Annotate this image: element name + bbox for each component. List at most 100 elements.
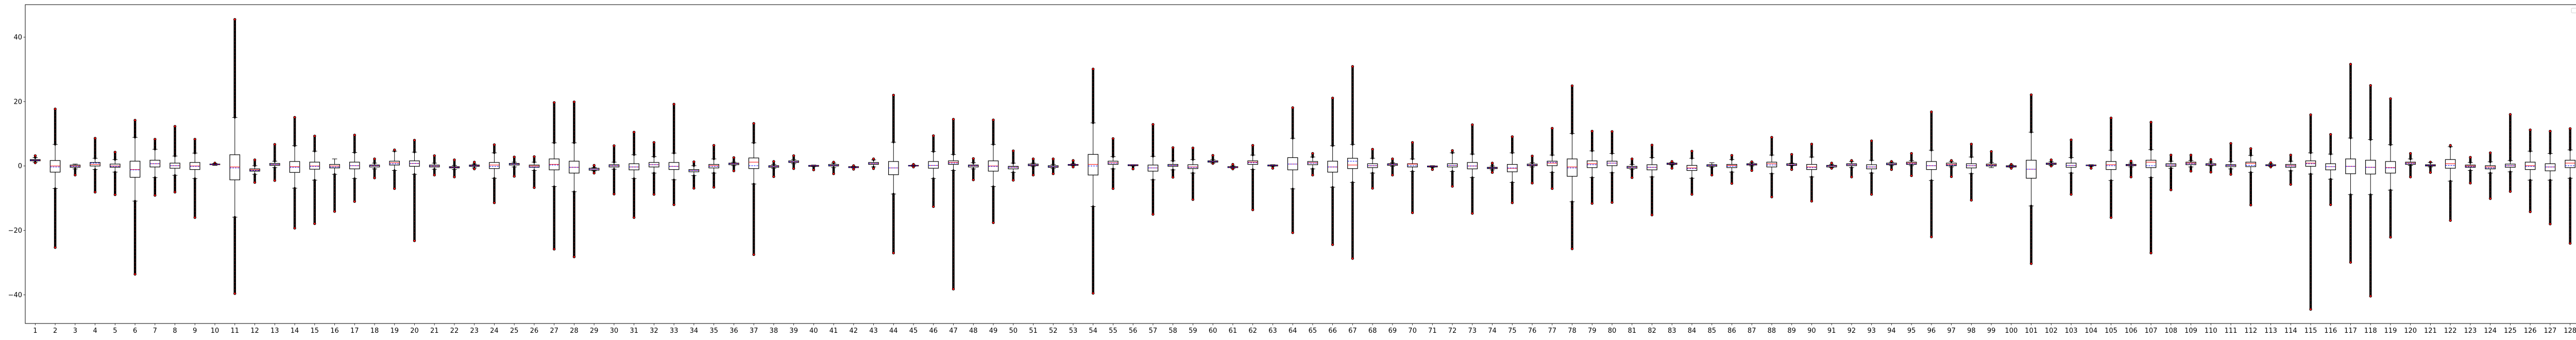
- box-group-50: [1008, 149, 1019, 182]
- min-outlier-point: [2429, 171, 2432, 174]
- min-outlier-point: [1810, 200, 1814, 203]
- min-outlier-point: [1431, 168, 1434, 171]
- max-outlier-point: [792, 154, 795, 157]
- max-outlier-point: [393, 148, 396, 152]
- max-outlier-point: [2549, 129, 2552, 133]
- min-outlier-point: [2289, 183, 2292, 186]
- box: [2545, 163, 2556, 171]
- box-group-115: [2305, 113, 2316, 311]
- max-outlier-point: [632, 131, 636, 134]
- box-group-123: [2465, 156, 2476, 185]
- max-outlier-point: [1551, 127, 1554, 130]
- x-tick-label: 14: [291, 327, 299, 335]
- x-tick-label: 91: [1827, 327, 1836, 335]
- box-group-7: [149, 138, 161, 197]
- x-tick-label: 88: [1768, 327, 1776, 335]
- x-tick-label: 84: [1688, 327, 1697, 335]
- y-tick-label: 40: [13, 34, 22, 42]
- x-tick-label: 72: [1448, 327, 1457, 335]
- min-outlier-point: [613, 192, 616, 196]
- plot-frame: [25, 4, 2576, 324]
- box-group-116: [2325, 133, 2336, 206]
- box-group-32: [649, 141, 659, 196]
- x-tick-label: 52: [1049, 327, 1058, 335]
- min-outlier-point: [293, 226, 296, 230]
- box-group-121: [2425, 160, 2436, 174]
- max-outlier-point: [154, 138, 157, 141]
- box-group-52: [1047, 157, 1059, 175]
- min-outlier-point: [1650, 213, 1654, 217]
- max-outlier-point: [1111, 137, 1115, 140]
- max-outlier-point: [592, 164, 596, 167]
- max-outlier-point: [413, 139, 416, 142]
- min-outlier-point: [1391, 173, 1394, 176]
- min-outlier-point: [592, 171, 596, 175]
- box: [2485, 165, 2496, 169]
- box-group-117: [2345, 62, 2356, 264]
- max-outlier-point: [1471, 123, 1474, 126]
- box: [1606, 160, 1618, 166]
- max-outlier-point: [2449, 144, 2452, 147]
- x-tick-label: 37: [750, 327, 758, 335]
- min-outlier-point: [552, 248, 556, 251]
- max-outlier-point: [33, 154, 37, 157]
- x-tick-label: 1: [33, 327, 37, 335]
- box-group-39: [788, 154, 799, 170]
- max-outlier-point: [133, 119, 137, 122]
- box-group-30: [608, 144, 620, 196]
- max-outlier-point: [1231, 163, 1234, 166]
- max-outlier-point: [1211, 154, 1214, 157]
- box-group-18: [369, 157, 380, 180]
- x-tick-label: 53: [1069, 327, 1078, 335]
- box-group-120: [2405, 152, 2416, 179]
- box-group-9: [190, 138, 200, 219]
- max-outlier-point: [353, 134, 356, 137]
- min-outlier-point: [2229, 173, 2232, 176]
- min-outlier-point: [1910, 174, 1913, 177]
- max-outlier-point: [652, 141, 656, 144]
- min-outlier-point: [433, 173, 436, 176]
- max-outlier-point: [1730, 154, 1734, 157]
- max-outlier-point: [1351, 65, 1354, 68]
- min-outlier-point: [2329, 203, 2332, 206]
- x-tick-label: 66: [1328, 327, 1337, 335]
- box: [1088, 154, 1098, 175]
- max-outlier-point: [453, 158, 456, 161]
- box: [1726, 164, 1737, 168]
- max-outlier-point: [433, 154, 436, 157]
- x-tick-label: 104: [2084, 327, 2097, 335]
- box-group-106: [2126, 159, 2137, 179]
- x-tick-label: 127: [2544, 327, 2556, 335]
- max-outlier-point: [472, 160, 476, 164]
- max-outlier-point: [1251, 144, 1255, 147]
- min-outlier-point: [1770, 195, 1773, 199]
- box-group-64: [1287, 106, 1298, 234]
- box-group-55: [1108, 137, 1118, 190]
- box-group-57: [1147, 123, 1159, 216]
- min-outlier-point: [1451, 185, 1454, 188]
- x-tick-label: 69: [1388, 327, 1397, 335]
- x-tick-label: 29: [590, 327, 599, 335]
- min-outlier-point: [1850, 175, 1853, 179]
- max-outlier-point: [1870, 139, 1873, 142]
- x-tick-label: 117: [2344, 327, 2357, 335]
- box-group-53: [1067, 159, 1079, 169]
- min-outlier-point: [413, 239, 416, 242]
- x-tick-label: 73: [1468, 327, 1477, 335]
- x-tick-label: 63: [1268, 327, 1277, 335]
- max-outlier-point: [1930, 110, 1933, 114]
- x-tick-label: 62: [1248, 327, 1257, 335]
- min-outlier-point: [652, 192, 656, 196]
- box-group-16: [329, 158, 340, 213]
- x-tick-label: 79: [1588, 327, 1597, 335]
- box-group-5: [110, 151, 121, 197]
- x-tick-label: 124: [2484, 327, 2497, 335]
- max-outlier-point: [1570, 84, 1574, 88]
- box-group-48: [968, 157, 979, 182]
- box-group-73: [1467, 123, 1478, 215]
- x-tick-label: 10: [211, 327, 219, 335]
- box-group-42: [848, 164, 859, 171]
- x-tick-label: 47: [949, 327, 958, 335]
- min-outlier-point: [1111, 187, 1115, 190]
- min-outlier-point: [2170, 188, 2173, 191]
